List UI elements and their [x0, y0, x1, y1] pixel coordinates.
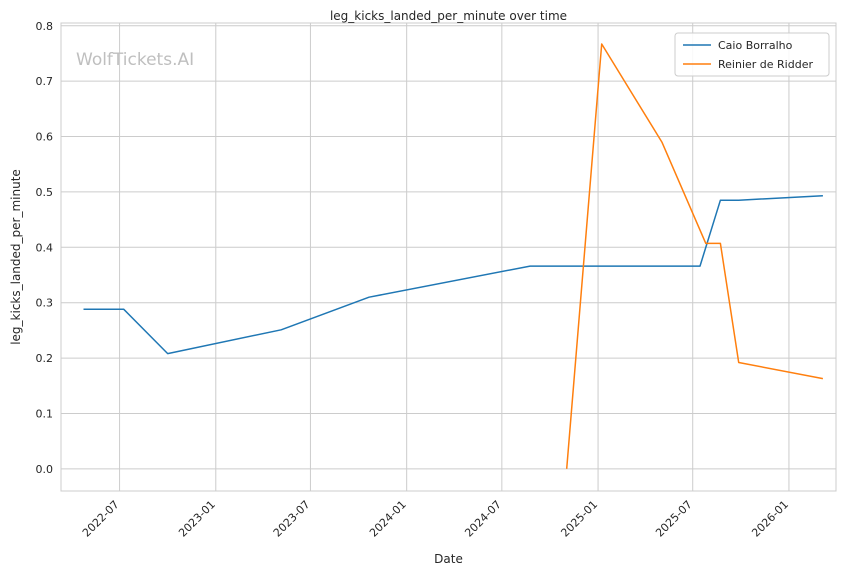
y-tick-label: 0.3 — [36, 297, 54, 310]
x-axis-label: Date — [434, 552, 463, 566]
plot-area-frame — [60, 22, 837, 492]
legend: Caio Borralho Reinier de Ridder — [674, 32, 830, 77]
series-line-2 — [565, 43, 824, 469]
series-layer — [83, 43, 824, 469]
y-tick-label: 0.4 — [36, 241, 54, 254]
y-tick-label: 0.2 — [36, 352, 54, 365]
legend-box — [674, 32, 830, 77]
y-tick-label: 0.0 — [36, 463, 54, 476]
y-tick-label: 0.8 — [36, 20, 54, 33]
legend-label-1: Caio Borralho — [718, 39, 793, 52]
y-axis-label: leg_kicks_landed_per_minute — [9, 169, 23, 345]
y-axis-ticks: 0.0 0.1 0.2 0.3 0.4 0.5 0.6 0.7 0.8 — [36, 20, 54, 476]
y-tick-label: 0.7 — [36, 75, 54, 88]
series-line-1 — [83, 195, 823, 355]
chart-title: leg_kicks_landed_per_minute over time — [330, 9, 567, 23]
watermark-text: WolfTickets.AI — [76, 50, 194, 70]
y-tick-label: 0.6 — [36, 131, 54, 144]
y-tick-label: 0.1 — [36, 407, 54, 420]
grid-lines — [61, 23, 836, 491]
y-tick-label: 0.5 — [36, 186, 54, 199]
legend-label-2: Reinier de Ridder — [718, 58, 813, 71]
